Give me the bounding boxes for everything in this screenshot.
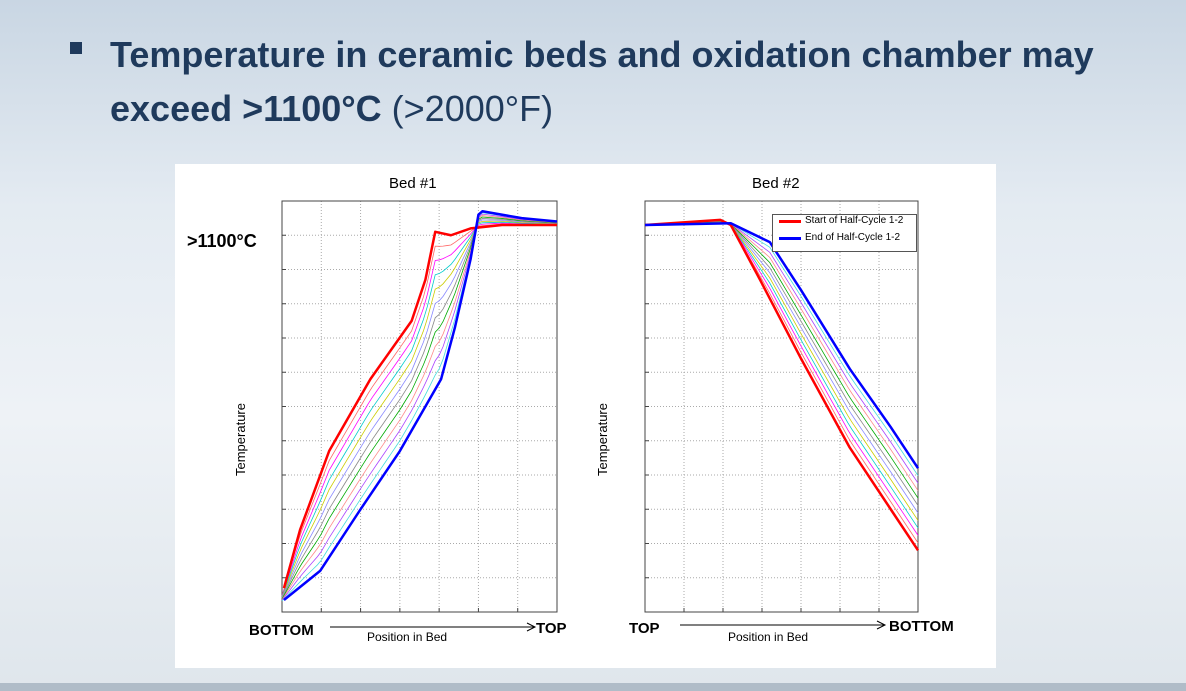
chart-panel: >1100°C Bed #1 Bed #2 Temperature Temper… — [175, 164, 996, 668]
plot-frame — [281, 200, 558, 613]
intermediate-profile-line — [281, 216, 558, 600]
plot-frame — [644, 200, 919, 613]
legend-end: End of Half-Cycle 1-2 — [805, 232, 901, 243]
legend-blue-swatch — [779, 237, 801, 240]
chart1-x-end: TOP — [536, 620, 567, 637]
title-highlight: >1100°C — [242, 88, 382, 129]
chart1-xlabel: Position in Bed — [367, 630, 448, 644]
intermediate-profile-line — [281, 223, 558, 596]
arrow-right-icon — [526, 622, 537, 632]
legend-red-swatch — [779, 220, 801, 223]
title-suffix: (>2000°F) — [391, 88, 554, 129]
intermediate-profile-line — [281, 215, 558, 601]
intermediate-profile-line — [281, 220, 558, 598]
intermediate-profile-line — [281, 219, 558, 599]
chart2-legend: Start of Half-Cycle 1-2 End of Half-Cycl… — [772, 214, 917, 252]
arrow-right-icon — [876, 620, 887, 630]
annotation-1100c: >1100°C — [187, 231, 257, 251]
intermediate-profile-line — [644, 222, 919, 491]
slide-title: Temperature in ceramic beds and oxidatio… — [70, 28, 1170, 136]
intermediate-profile-line — [644, 221, 919, 499]
bullet-icon — [70, 42, 82, 54]
chart2-xlabel: Position in Bed — [728, 630, 809, 644]
chart1-title: Bed #1 — [389, 175, 437, 192]
chart1-ylabel: Temperature — [233, 403, 248, 476]
intermediate-profile-line — [281, 222, 558, 597]
charts-svg — [281, 200, 920, 632]
chart1-x-start: BOTTOM — [249, 622, 314, 639]
start-series-line — [282, 223, 557, 589]
title-text: Temperature in ceramic beds and oxidatio… — [110, 34, 1094, 129]
start-series-line — [644, 218, 920, 552]
chart2-x-end: BOTTOM — [889, 618, 954, 635]
intermediate-profile-line — [644, 219, 919, 544]
legend-start: Start of Half-Cycle 1-2 — [805, 215, 904, 226]
end-series-line — [283, 210, 558, 601]
slide-footer — [0, 683, 1186, 691]
intermediate-profile-line — [281, 221, 558, 598]
chart2-ylabel: Temperature — [595, 403, 610, 476]
intermediate-profile-line — [281, 213, 558, 601]
chart2-title: Bed #2 — [752, 175, 800, 192]
end-series-line — [644, 222, 920, 469]
chart2-x-start: TOP — [629, 620, 660, 637]
intermediate-profile-line — [644, 221, 919, 506]
intermediate-profile-line — [281, 212, 558, 602]
intermediate-profile-line — [281, 218, 558, 599]
